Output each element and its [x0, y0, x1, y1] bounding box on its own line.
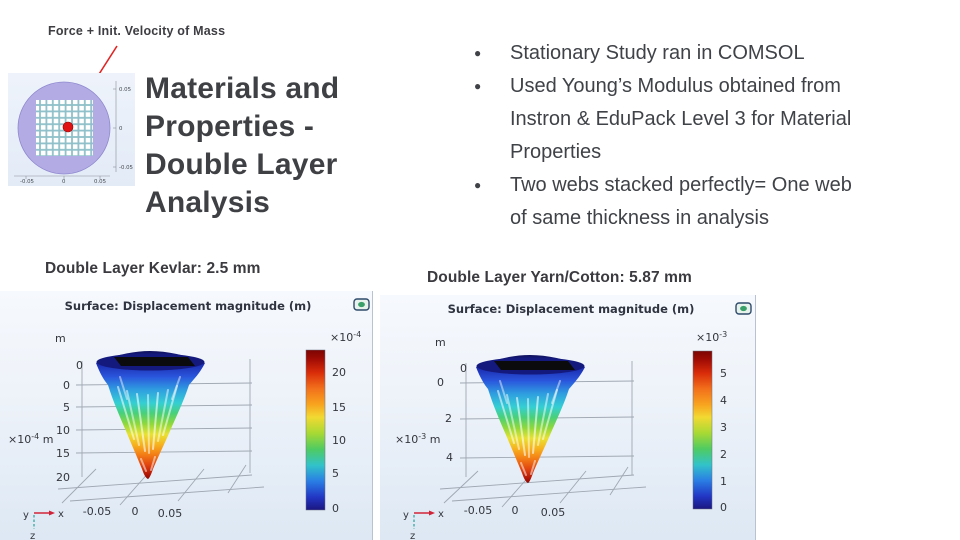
snapshot-camera-icon	[353, 298, 370, 311]
yarn-plot-caption: Double Layer Yarn/Cotton: 5.87 mm	[427, 269, 692, 286]
web-gaps	[497, 380, 561, 476]
svg-text:15: 15	[332, 401, 346, 414]
svg-text:x: x	[438, 509, 444, 520]
svg-text:0: 0	[63, 379, 70, 392]
svg-text:0: 0	[512, 504, 519, 517]
z-axis-ticks: 0 5 10 15 20	[56, 379, 70, 484]
svg-text:3: 3	[720, 421, 727, 434]
coordinate-triad: x y z	[23, 509, 64, 540]
svg-text:0: 0	[720, 501, 727, 514]
displacement-funnel	[96, 351, 205, 479]
svg-text:0: 0	[332, 502, 339, 515]
x-axis-ticks: -0.05 0 0.05	[464, 504, 565, 519]
z-axis-label: ×10-4 m	[8, 432, 53, 446]
svg-text:×10-3: ×10-3	[696, 330, 727, 344]
plot-title: Surface: Displacement magnitude (m)	[448, 302, 695, 316]
svg-text:0.05: 0.05	[158, 507, 183, 520]
svg-text:4: 4	[720, 394, 727, 407]
svg-text:2: 2	[445, 412, 452, 425]
mini-y-tick: -0.05	[119, 165, 133, 171]
z-axis-label: ×10-3 m	[395, 432, 440, 446]
displacement-funnel	[476, 355, 585, 483]
svg-text:5: 5	[332, 467, 339, 480]
kevlar-plot-caption: Double Layer Kevlar: 2.5 mm	[45, 260, 261, 277]
y-axis-tick: 0	[460, 362, 467, 375]
colorbar: ×10-3 5 4 3 2 1 0	[692, 330, 727, 514]
force-annotation-label: Force + Init. Velocity of Mass	[48, 24, 226, 38]
svg-text:20: 20	[56, 471, 70, 484]
mesh-impact-diagram: 0.05 0 -0.05 -0.05 0 0.05	[8, 73, 135, 186]
mini-y-tick: 0	[119, 126, 123, 132]
svg-text:5: 5	[63, 401, 70, 414]
coordinate-triad: x y z	[403, 509, 444, 540]
comsol-plot-yarn-cotton: Surface: Displacement magnitude (m) m	[380, 295, 756, 540]
impact-mass-dot	[62, 121, 74, 133]
svg-text:0.05: 0.05	[541, 506, 566, 519]
mass-plate	[114, 357, 195, 366]
bullet-item: Stationary Study ran in COMSOL	[470, 37, 942, 70]
svg-text:15: 15	[56, 447, 70, 460]
bullet-item: Two webs stacked perfectly= One web of s…	[470, 169, 942, 235]
mini-axes	[14, 81, 117, 179]
svg-text:-0.05: -0.05	[464, 504, 492, 517]
x-axis-ticks: -0.05 0 0.05	[83, 505, 182, 520]
svg-text:y: y	[403, 510, 409, 521]
colorbar: ×10-4 20 15 10 5 0	[305, 330, 361, 515]
svg-text:y: y	[23, 510, 29, 521]
svg-text:z: z	[410, 531, 415, 540]
slide-title: Materials and Properties - Double Layer …	[145, 72, 340, 219]
y-axis-tick: 0	[76, 359, 83, 372]
svg-text:0: 0	[132, 505, 139, 518]
svg-text:10: 10	[56, 424, 70, 437]
web-gaps	[117, 376, 181, 472]
mini-x-tick: 0	[62, 179, 66, 185]
svg-text:-0.05: -0.05	[83, 505, 111, 518]
mass-plate	[494, 361, 575, 370]
mini-x-tick: -0.05	[20, 179, 34, 185]
z-axis-ticks: 0 2 4	[437, 376, 453, 464]
svg-text:2: 2	[720, 448, 727, 461]
mini-y-tick: 0.05	[119, 87, 131, 93]
svg-text:10: 10	[332, 434, 346, 447]
svg-text:1: 1	[720, 475, 727, 488]
svg-text:x: x	[58, 509, 64, 520]
svg-text:5: 5	[720, 367, 727, 380]
unit-label: m	[435, 336, 446, 349]
bullet-list: Stationary Study ran in COMSOL Used Youn…	[470, 37, 942, 235]
bullet-item: Used Young’s Modulus obtained from Instr…	[470, 70, 942, 169]
unit-label: m	[55, 332, 66, 345]
svg-text:×10-4: ×10-4	[330, 330, 361, 344]
svg-text:20: 20	[332, 366, 346, 379]
svg-text:z: z	[30, 531, 35, 540]
comsol-plot-kevlar: Surface: Displacement magnitude (m) m	[0, 291, 373, 540]
svg-text:0: 0	[437, 376, 444, 389]
mini-x-tick: 0.05	[94, 179, 106, 185]
snapshot-camera-icon	[735, 302, 752, 315]
svg-text:4: 4	[446, 451, 453, 464]
plot-title: Surface: Displacement magnitude (m)	[65, 299, 312, 313]
